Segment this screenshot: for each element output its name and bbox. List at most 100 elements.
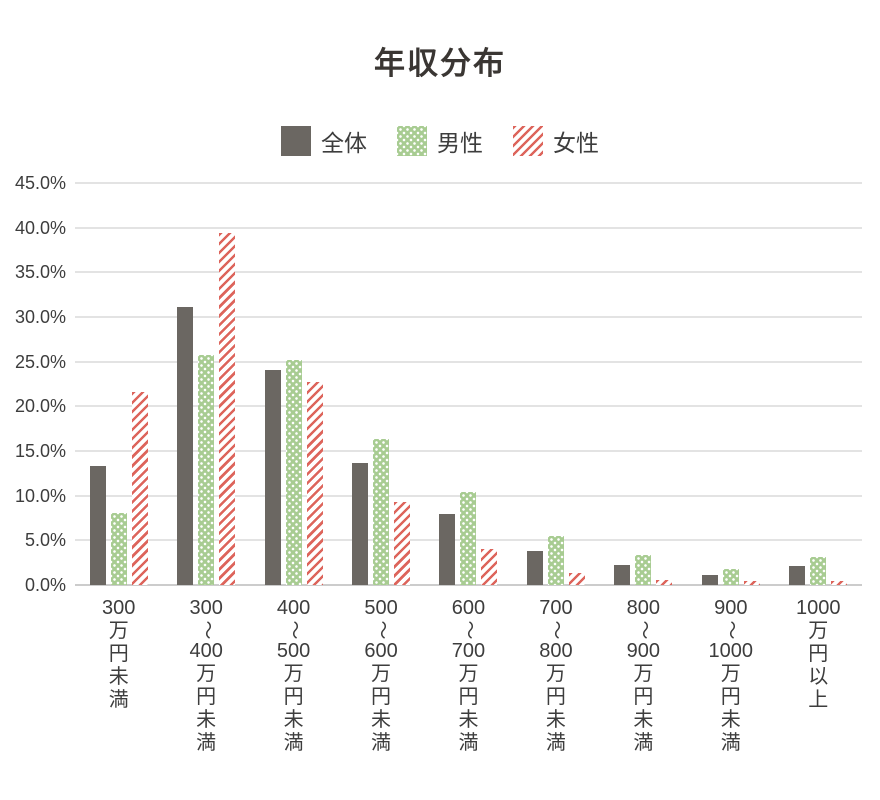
bar-group [177,183,236,585]
x-label-line: 1000 [708,640,754,662]
y-tick-label: 40.0% [14,217,66,238]
x-label-line: 500 [364,597,398,619]
x-label-line: 600 [364,640,398,662]
bar-female [131,392,148,585]
bar-female [481,549,498,585]
bar-groups [75,183,862,585]
x-label-line: 1000 [795,597,841,619]
x-tick-label: 500 〜 600 万円未満 [337,597,424,755]
x-label-line: 700 [451,640,486,662]
x-label-line: 700 [539,597,573,619]
bar-female [394,501,411,585]
x-label-line: 未 [196,709,217,731]
x-label-line: 300 [102,597,136,619]
x-label-line: 万 [108,620,129,642]
legend-label: 全体 [321,130,367,156]
x-label-line: 400 [276,597,311,619]
legend: 全体 男性 女性 [0,124,880,158]
legend-swatch-stripes-icon [513,126,543,156]
bar-female [831,581,848,585]
range-tilde: 〜 [283,620,305,640]
x-label-line: 400 [189,640,223,662]
bar-group [439,183,498,585]
bar-male [285,359,302,585]
legend-label: 男性 [437,130,483,156]
x-label-line: 満 [283,732,304,754]
x-label-line: 未 [108,666,129,688]
x-label-line: 万 [283,663,304,685]
bar-overall [89,466,106,585]
x-label-line: 円 [196,686,217,708]
bar-male [460,492,477,585]
bar-male [635,554,652,585]
x-label-line: 満 [371,732,392,754]
bar-group [614,183,673,585]
x-label-line: 円 [108,643,129,665]
x-label-line: 300 [189,597,223,619]
bar-overall [177,307,194,585]
bar-female [743,581,760,585]
bar-group [701,183,760,585]
x-label-line: 円 [458,686,479,708]
bar-male [810,557,827,585]
x-label-line: 満 [545,732,566,754]
x-label-line: 上 [808,689,829,711]
bar-group [264,183,323,585]
bar-male [110,512,127,585]
x-label-line: 満 [720,732,741,754]
legend-swatch-solid-icon [281,126,311,156]
y-tick-label: 45.0% [14,173,66,193]
y-tick-label: 25.0% [14,351,66,372]
bar-male [547,535,564,585]
x-axis-labels: 300 万円未満 300 〜 400 万円未満 400 〜 500 万円未満 500 〜 600 万円未満… [75,597,862,755]
x-tick-label: 900 〜 1000 万円未満 [687,597,774,755]
x-label-line: 円 [545,686,566,708]
y-tick-label: 30.0% [14,307,66,327]
bar-overall [439,514,456,585]
bar-female [219,233,236,585]
x-label-line: 600 [451,597,486,619]
x-label-line: 500 [276,640,311,662]
legend-label: 女性 [553,130,599,156]
x-label-line: 満 [108,689,129,711]
bar-overall [264,369,281,585]
x-label-line: 万 [720,663,741,685]
x-tick-label: 1000 万円以上 [775,597,862,712]
x-label-line: 900 [714,597,748,619]
y-tick-label: 20.0% [14,396,66,417]
x-label-line: 未 [371,709,392,731]
bar-male [373,439,390,585]
x-label-line: 満 [196,732,217,754]
bar-overall [789,566,806,585]
y-tick-label: 5.0% [24,530,66,551]
x-label-line: 未 [633,709,654,731]
x-label-line: 800 [539,640,573,662]
x-label-line: 以 [808,666,829,688]
x-tick-label: 600 〜 700 万円未満 [425,597,512,755]
x-label-line: 万 [545,663,566,685]
bar-group [352,183,411,585]
range-tilde: 〜 [196,620,218,640]
x-tick-label: 300 〜 400 万円未満 [162,597,249,755]
bar-overall [352,462,369,585]
x-label-line: 満 [458,732,479,754]
x-tick-label: 800 〜 900 万円未満 [600,597,687,755]
x-label-line: 未 [283,709,304,731]
x-label-line: 満 [633,732,654,754]
x-label-line: 円 [808,643,829,665]
bar-male [198,354,215,585]
x-label-line: 900 [626,640,661,662]
range-tilde: 〜 [545,620,567,640]
x-tick-label: 400 〜 500 万円未満 [250,597,337,755]
plot-area [75,182,862,586]
x-label-line: 円 [633,686,654,708]
range-tilde: 〜 [633,620,655,640]
legend-item-overall: 全体 [281,124,367,158]
x-label-line: 未 [458,709,479,731]
x-tick-label: 700 〜 800 万円未満 [512,597,599,755]
x-label-line: 円 [720,686,741,708]
x-tick-label: 300 万円未満 [75,597,162,712]
x-label-line: 800 [626,597,661,619]
bar-overall [526,551,543,585]
